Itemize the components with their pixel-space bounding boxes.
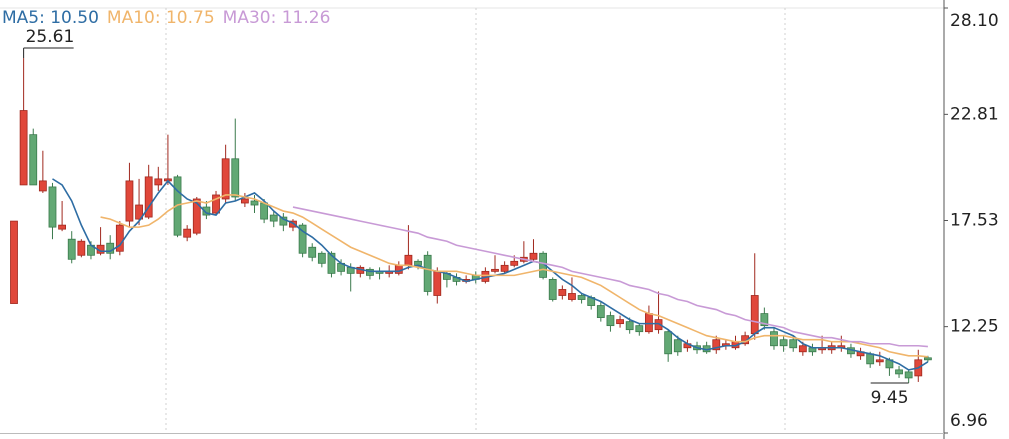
- legend-entry: MA5: 10.50: [2, 8, 99, 28]
- candle-body: [770, 331, 778, 347]
- legend: MA5: 10.50 MA10: 10.75 MA30: 11.26: [2, 8, 330, 28]
- candle-body: [269, 214, 278, 222]
- candle-body: [895, 369, 903, 375]
- candle-body: [760, 313, 769, 327]
- candle-body: [317, 252, 326, 264]
- y-tick-label: 6.96: [950, 411, 988, 431]
- candle-body: [645, 313, 653, 333]
- candle-body: [866, 353, 875, 365]
- candle-body: [38, 180, 47, 192]
- candle-body: [240, 198, 249, 204]
- candle-body: [135, 204, 143, 220]
- ma-line: [100, 194, 928, 358]
- candle-body: [144, 176, 153, 218]
- candle-body: [77, 240, 86, 256]
- candle-body: [404, 254, 413, 266]
- candle-body: [298, 224, 307, 254]
- ma-line: [292, 206, 928, 348]
- y-tick-label: 28.10: [950, 11, 999, 31]
- candle-body: [654, 319, 663, 331]
- plot: [10, 58, 932, 383]
- candle-body: [308, 246, 317, 258]
- candle-body: [904, 371, 913, 379]
- candle-body: [154, 178, 163, 186]
- candle-body: [779, 339, 788, 347]
- candle-body: [423, 254, 432, 292]
- legend-entry: MA30: 11.26: [223, 8, 331, 28]
- candle-body: [192, 198, 201, 234]
- candle-body: [48, 186, 57, 228]
- candle-body: [125, 180, 134, 222]
- candle-body: [173, 176, 182, 236]
- candle-body: [568, 293, 576, 300]
- candle-body: [19, 110, 28, 186]
- candle-body: [29, 134, 38, 186]
- candle-body: [221, 158, 230, 200]
- candle-body: [673, 339, 682, 353]
- candle-body: [500, 264, 509, 272]
- candle-body: [327, 252, 336, 274]
- candle-body: [115, 224, 124, 252]
- candle-body: [798, 345, 807, 353]
- y-tick-label: 22.81: [950, 104, 999, 124]
- legend-entry: MA10: 10.75: [107, 8, 215, 28]
- candle-body: [529, 252, 538, 260]
- candle-body: [366, 268, 374, 276]
- candle-body: [491, 268, 499, 272]
- y-tick-label: 12.25: [950, 317, 999, 337]
- candle-body: [789, 339, 798, 349]
- candle-body: [924, 357, 932, 361]
- candle-body: [548, 279, 557, 300]
- candle-body: [67, 238, 76, 260]
- candle-body: [606, 315, 615, 327]
- candle-body: [212, 194, 220, 214]
- y-tick-label: 17.53: [950, 211, 999, 231]
- annotation-label: 25.61: [26, 27, 75, 47]
- candle-body: [510, 260, 519, 266]
- candle-body: [625, 321, 634, 331]
- candle-body: [10, 220, 18, 304]
- candle-body: [750, 295, 759, 335]
- annotation-label: 9.45: [871, 388, 909, 408]
- candle-body: [616, 319, 624, 325]
- candle-body: [394, 264, 403, 274]
- candle-body: [433, 270, 442, 296]
- candle-body: [231, 158, 240, 198]
- candle-body: [712, 339, 721, 351]
- ma-line: [52, 178, 929, 371]
- candle-body: [558, 289, 567, 296]
- candle-body: [202, 206, 211, 216]
- candle-body: [635, 325, 644, 333]
- candle-body: [58, 224, 66, 230]
- candle-body: [664, 331, 673, 355]
- candle-body: [260, 202, 269, 220]
- candle-body: [183, 228, 192, 238]
- candle-body: [250, 200, 259, 206]
- candle-body: [596, 305, 605, 319]
- candle-body: [577, 295, 586, 300]
- candle-body: [875, 359, 884, 363]
